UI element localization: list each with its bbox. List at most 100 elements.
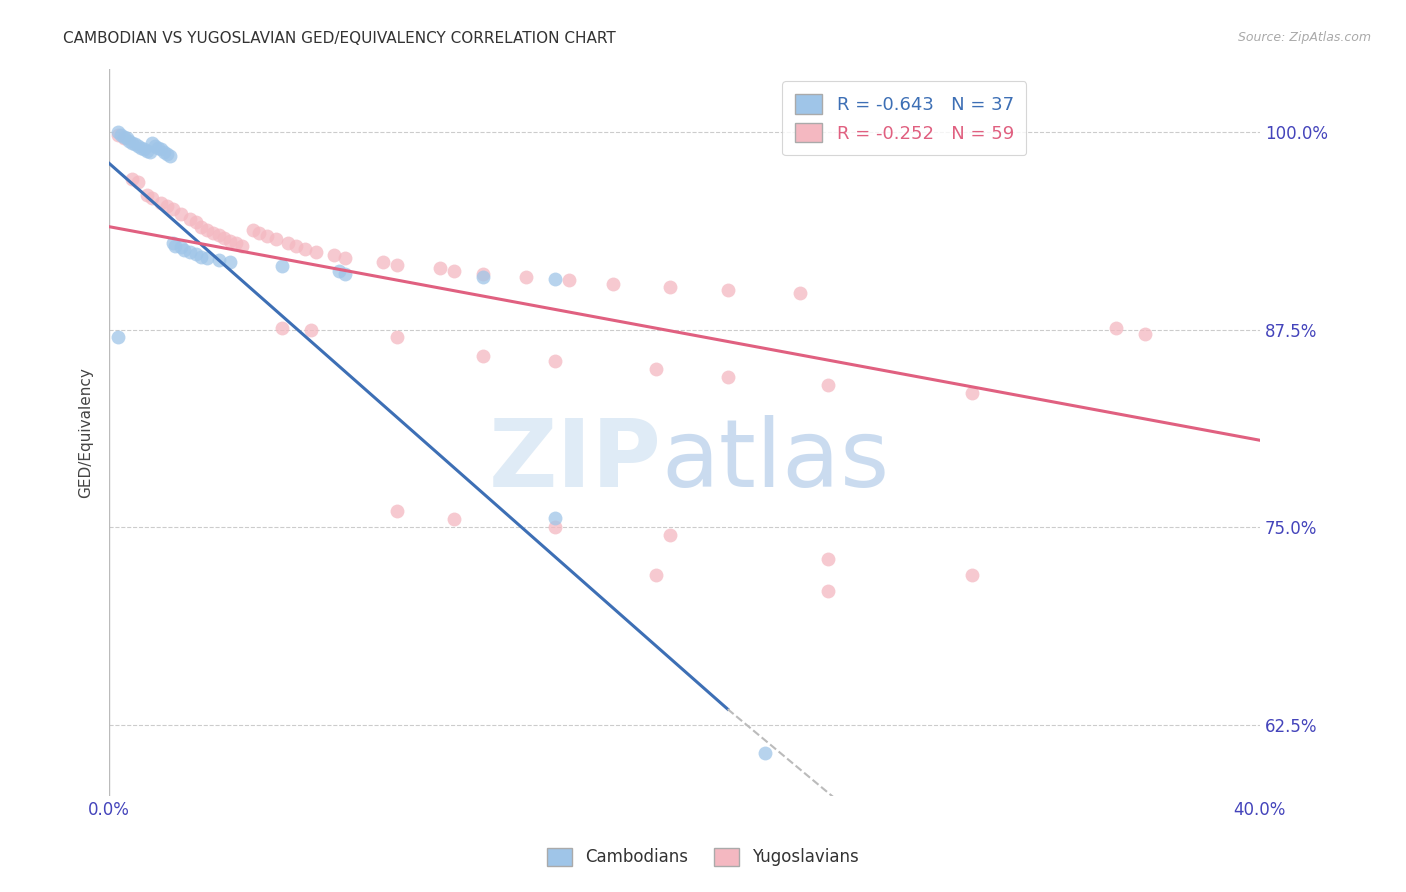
Point — [1105, 321, 1128, 335]
Point — [112, 131, 135, 145]
Point — [285, 238, 308, 252]
Point — [242, 223, 264, 237]
Point — [558, 273, 581, 287]
Point — [179, 245, 201, 260]
Point — [107, 330, 129, 344]
Point — [118, 134, 141, 148]
Point — [277, 235, 299, 250]
Point — [179, 211, 201, 226]
Point — [817, 583, 839, 598]
Point — [184, 246, 207, 260]
Point — [328, 264, 350, 278]
Point — [219, 234, 242, 248]
Point — [817, 552, 839, 566]
Point — [135, 188, 157, 202]
Point — [544, 354, 567, 368]
Text: Source: ZipAtlas.com: Source: ZipAtlas.com — [1237, 31, 1371, 45]
Point — [644, 362, 666, 376]
Point — [184, 215, 207, 229]
Point — [195, 252, 218, 266]
Point — [121, 136, 143, 150]
Point — [156, 147, 179, 161]
Point — [789, 286, 811, 301]
Point — [264, 232, 287, 246]
Point — [322, 248, 344, 262]
Point — [127, 175, 149, 189]
Point — [162, 202, 184, 217]
Point — [644, 567, 666, 582]
Point — [659, 528, 682, 542]
Legend: Cambodians, Yugoslavians: Cambodians, Yugoslavians — [541, 841, 865, 873]
Point — [132, 142, 155, 156]
Point — [270, 259, 292, 273]
Point — [138, 145, 160, 160]
Point — [602, 277, 624, 291]
Point — [207, 252, 229, 267]
Point — [153, 145, 176, 160]
Point — [371, 254, 394, 268]
Point — [135, 144, 157, 158]
Point — [127, 139, 149, 153]
Point — [146, 140, 169, 154]
Point — [170, 207, 193, 221]
Point — [112, 129, 135, 144]
Point — [190, 250, 212, 264]
Point — [443, 512, 465, 526]
Text: atlas: atlas — [662, 416, 890, 508]
Point — [156, 199, 179, 213]
Point — [717, 370, 740, 384]
Point — [717, 283, 740, 297]
Point — [544, 272, 567, 286]
Point — [333, 267, 356, 281]
Y-axis label: GED/Equivalency: GED/Equivalency — [79, 367, 93, 498]
Point — [129, 140, 152, 154]
Point — [124, 137, 146, 152]
Point — [207, 227, 229, 242]
Point — [544, 520, 567, 534]
Point — [385, 258, 408, 272]
Legend: R = -0.643   N = 37, R = -0.252   N = 59: R = -0.643 N = 37, R = -0.252 N = 59 — [782, 81, 1026, 155]
Point — [190, 219, 212, 234]
Point — [150, 196, 173, 211]
Point — [544, 510, 567, 524]
Point — [214, 231, 236, 245]
Point — [219, 254, 242, 268]
Point — [110, 128, 132, 142]
Point — [960, 385, 983, 400]
Text: CAMBODIAN VS YUGOSLAVIAN GED/EQUIVALENCY CORRELATION CHART: CAMBODIAN VS YUGOSLAVIAN GED/EQUIVALENCY… — [63, 31, 616, 46]
Point — [472, 267, 495, 281]
Point — [165, 238, 187, 252]
Point — [141, 191, 163, 205]
Point — [107, 128, 129, 142]
Point — [115, 131, 138, 145]
Point — [141, 136, 163, 150]
Point — [143, 139, 166, 153]
Point — [162, 235, 184, 250]
Point — [170, 240, 193, 254]
Point — [159, 148, 181, 162]
Point — [385, 330, 408, 344]
Point — [270, 321, 292, 335]
Point — [472, 270, 495, 285]
Point — [195, 223, 218, 237]
Point — [429, 260, 451, 275]
Point — [515, 270, 537, 285]
Point — [333, 252, 356, 266]
Point — [150, 142, 173, 156]
Point — [247, 226, 270, 240]
Point — [256, 229, 278, 244]
Point — [121, 172, 143, 186]
Point — [659, 280, 682, 294]
Text: ZIP: ZIP — [489, 416, 662, 508]
Point — [201, 226, 224, 240]
Point — [231, 238, 253, 252]
Point — [299, 322, 322, 336]
Point — [1133, 327, 1156, 342]
Point — [173, 244, 195, 258]
Point — [472, 350, 495, 364]
Point — [294, 242, 316, 256]
Point — [107, 125, 129, 139]
Point — [225, 235, 247, 250]
Point — [385, 504, 408, 518]
Point — [960, 567, 983, 582]
